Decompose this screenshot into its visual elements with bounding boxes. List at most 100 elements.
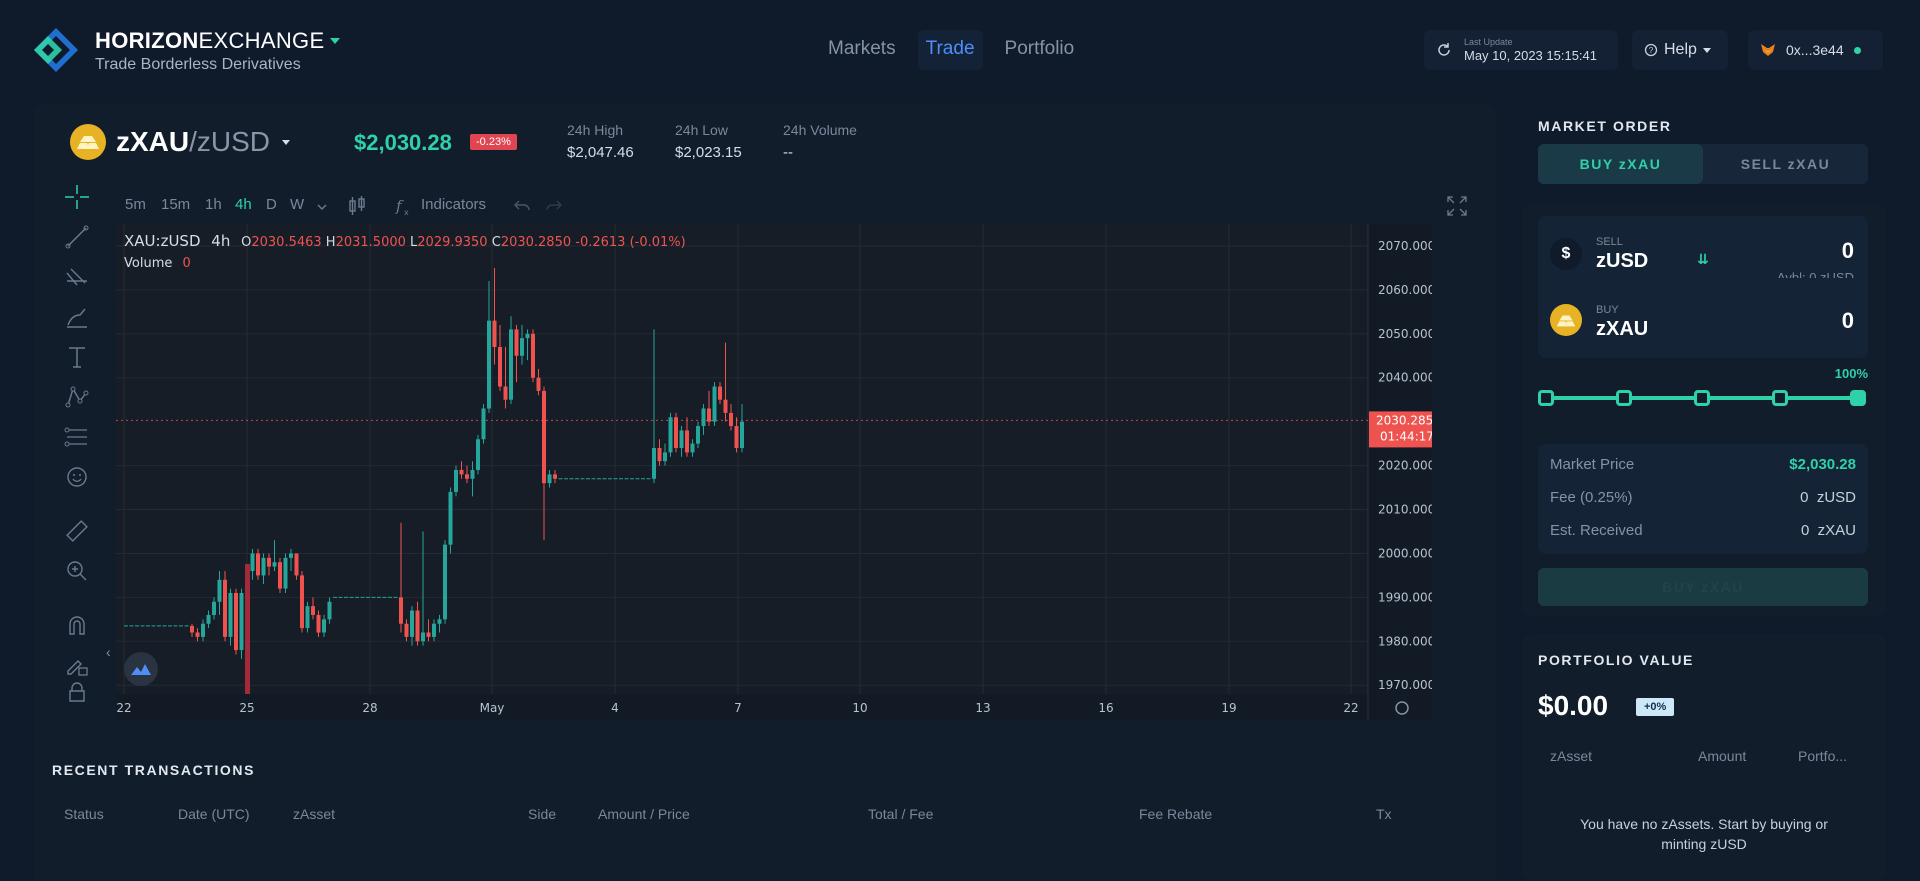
last-update-box[interactable]: Last Update May 10, 2023 15:15:41: [1424, 30, 1618, 70]
tx-col-status[interactable]: Status: [64, 806, 104, 822]
undo-icon[interactable]: [514, 200, 530, 212]
pattern-tool-icon[interactable]: [62, 382, 92, 412]
tradingview-logo-icon[interactable]: [124, 652, 158, 686]
candle-body: [520, 338, 524, 356]
chevron-down-icon[interactable]: [317, 204, 327, 210]
sell-amount-input[interactable]: 0: [1841, 238, 1854, 263]
pv-col-amount[interactable]: Amount: [1698, 748, 1747, 764]
market-order-title: MARKET ORDER: [1538, 118, 1672, 134]
tx-col-tx[interactable]: Tx: [1376, 806, 1392, 822]
nav-markets[interactable]: Markets: [828, 38, 896, 59]
pv-col-portfolio[interactable]: Portfo...: [1798, 748, 1848, 764]
candles-icon[interactable]: [348, 196, 366, 216]
buy-input-box[interactable]: BUY zXAU 0: [1538, 278, 1868, 358]
nav-portfolio[interactable]: Portfolio: [1004, 38, 1075, 59]
last-price-tag-value: 2030.2850: [1376, 413, 1432, 427]
svg-text:f: f: [395, 197, 404, 215]
volume-value: 0: [182, 256, 191, 271]
candlestick-chart-svg[interactable]: 2070.0000 2060.0000 2050.0000 2040.0000 2020…: [116, 224, 1432, 720]
svg-text:x: x: [404, 208, 409, 216]
amount-slider[interactable]: 100%: [1538, 366, 1868, 410]
slider-knob-100[interactable]: [1850, 390, 1866, 406]
candle-body: [712, 386, 717, 422]
timeframe-1h[interactable]: 1h: [205, 196, 222, 213]
text-tool-icon[interactable]: [62, 342, 92, 372]
candle-body: [239, 592, 244, 651]
tx-col-zasset[interactable]: zAsset: [293, 806, 336, 822]
ruler-tool-icon[interactable]: [62, 516, 92, 546]
trade-panel: zXAU/zUSD $2,030.28 -0.23% 24h High $2,0…: [34, 104, 1496, 881]
chart-settings-icon[interactable]: [1395, 701, 1409, 715]
svg-text:?: ?: [1649, 46, 1654, 55]
candle-body: [261, 557, 266, 576]
nav-trade[interactable]: Trade: [917, 30, 983, 70]
price-chart[interactable]: 2070.0000 2060.0000 2050.0000 2040.0000 2020…: [106, 224, 1432, 720]
refresh-icon[interactable]: [1436, 42, 1452, 58]
pair-selector[interactable]: zXAU/zUSD: [70, 124, 291, 160]
portfolio-empty-message: You have no zAssets. Start by buying or …: [1580, 816, 1828, 852]
stat-value: $2,023.15: [675, 144, 742, 161]
buy-submit-button[interactable]: BUY zXAU: [1538, 568, 1868, 606]
tx-col-date[interactable]: Date (UTC): [178, 806, 250, 822]
candle-body: [707, 408, 711, 422]
horizon-logo-icon[interactable]: [32, 26, 80, 74]
time-axis: [116, 694, 1432, 720]
candle-body: [437, 619, 442, 624]
fib-tool-icon[interactable]: [62, 262, 92, 292]
tx-col-total-fee[interactable]: Total / Fee: [868, 806, 934, 822]
tx-col-side[interactable]: Side: [528, 806, 557, 822]
price-axis: [1368, 224, 1432, 720]
help-button[interactable]: ? Help: [1632, 30, 1728, 70]
tab-buy[interactable]: BUY zXAU: [1538, 144, 1703, 184]
pv-col-zasset[interactable]: zAsset: [1550, 748, 1593, 764]
lock-icon[interactable]: [62, 682, 92, 702]
tx-col-fee-rebate[interactable]: Fee Rebate: [1139, 806, 1213, 822]
timeframe-5m[interactable]: 5m: [125, 196, 146, 213]
function-icon: f x: [395, 197, 409, 216]
timeframe-d[interactable]: D: [266, 196, 277, 213]
indicators-button[interactable]: Indicators: [421, 196, 487, 213]
wallet-button[interactable]: 0x...3e44: [1748, 30, 1883, 70]
zoom-in-icon[interactable]: [62, 556, 92, 586]
slider-knob-50[interactable]: [1694, 390, 1710, 406]
summary-fee: Fee (0.25%) 0 zUSD: [1550, 489, 1856, 506]
candle-body: [723, 399, 728, 413]
measure-ranges-icon[interactable]: [62, 422, 92, 452]
timeframe-w[interactable]: W: [290, 196, 305, 213]
slider-knob-75[interactable]: [1772, 390, 1788, 406]
last-update-time: May 10, 2023 15:15:41: [1464, 48, 1597, 63]
timeframe-15m[interactable]: 15m: [161, 196, 191, 213]
collapse-toolbar-icon[interactable]: ‹: [106, 644, 111, 660]
lock-drawings-icon[interactable]: [62, 650, 92, 680]
brush-tool-icon[interactable]: [62, 302, 92, 332]
slider-knob-25[interactable]: [1616, 390, 1632, 406]
tab-sell[interactable]: SELL zXAU: [1740, 156, 1831, 172]
slider-knob-0[interactable]: [1538, 390, 1554, 406]
candle-body: [228, 592, 233, 637]
pair-name[interactable]: zXAU/zUSD: [116, 126, 270, 158]
brand-name-bold: HORIZON: [95, 28, 199, 53]
trend-line-tool-icon[interactable]: [62, 222, 92, 252]
last-update-label: Last Update: [1464, 37, 1513, 47]
buy-amount-input[interactable]: 0: [1841, 308, 1854, 333]
candle-body: [206, 614, 211, 624]
magnet-icon[interactable]: [62, 610, 92, 640]
order-summary: Market Price $2,030.28 Fee (0.25%) 0 zUS…: [1538, 444, 1868, 554]
candle-body: [410, 610, 414, 637]
tx-col-amount-price[interactable]: Amount / Price: [598, 806, 690, 822]
timeframe-4h[interactable]: 4h: [235, 196, 252, 213]
redo-icon[interactable]: [546, 200, 562, 212]
candle-body: [685, 430, 689, 453]
candle-body: [652, 448, 656, 479]
question-circle-icon: ?: [1644, 43, 1658, 57]
swap-direction-icon[interactable]: ⇊: [1686, 246, 1720, 272]
crosshair-tool-icon[interactable]: [62, 182, 92, 212]
chart-symbol: XAU:zUSD: [124, 232, 201, 250]
candle-body: [536, 377, 541, 391]
emoji-tool-icon[interactable]: [62, 462, 92, 492]
candle-body: [289, 553, 293, 558]
stat-label: 24h High: [567, 122, 624, 138]
chevron-down-icon[interactable]: [282, 139, 291, 145]
fullscreen-icon[interactable]: [1447, 196, 1467, 216]
candle-body: [509, 329, 513, 400]
